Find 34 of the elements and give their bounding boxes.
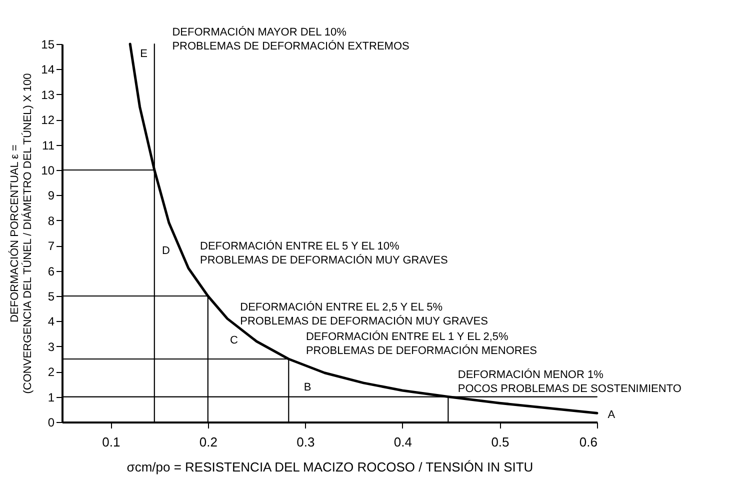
y-tick-label: 8 <box>48 214 55 228</box>
annotation: DEFORMACIÓN ENTRE EL 1 Y EL 2,5% PROBLEMAS DE DEFORMACIÓN MENORES <box>306 330 538 357</box>
x-tick-label: 0.3 <box>296 434 315 450</box>
annotation: DEFORMACIÓN MAYOR DEL 10% PROBLEMAS DE DEFORMACIÓN EXTREMOS <box>172 26 410 53</box>
y-tick-label: 4 <box>48 314 55 329</box>
y-axis-title: DEFORMACIÓN PORCENTUAL ε = (CONVERGENCIA DEL TÚNEL / DIÁMETRO DEL TÚNEL) X 100 <box>8 73 34 394</box>
text: A <box>608 408 616 421</box>
annotation: C <box>230 334 238 346</box>
y-tick-label: 7 <box>48 239 55 254</box>
x-tick-label: 0.1 <box>102 434 120 450</box>
y-tick-label: 2 <box>48 365 55 380</box>
y-tick-label: 13 <box>41 88 55 102</box>
x-axis-title: σcm/po = RESISTENCIA DEL MACIZO ROCOSO / TENSIÓN IN SITU <box>126 460 534 474</box>
y-tick-label: 15 <box>41 38 55 52</box>
y-tick-label: 1 <box>48 390 55 404</box>
y-tick-label: 5 <box>48 290 55 304</box>
x-tick-label: 0.5 <box>491 434 510 450</box>
annotation: D <box>162 245 170 258</box>
y-tick-label: 0 <box>48 416 55 430</box>
annotation: B <box>304 382 312 394</box>
x-tick-label: 0.4 <box>394 434 412 450</box>
annotation: E <box>140 48 148 60</box>
x-tick-label: 0.6 <box>579 434 598 450</box>
y-tick-label: 14 <box>41 62 55 77</box>
x-tick-label: 0.2 <box>199 434 218 450</box>
annotation: DEFORMACIÓN ENTRE EL 5 Y EL 10% PROBLEMAS DE DEFORMACIÓN MUY GRAVES <box>200 240 448 267</box>
y-tick-label: 3 <box>48 340 55 354</box>
y-tick-label: 9 <box>48 188 55 203</box>
y-tick-label: 11 <box>42 138 55 152</box>
annotation: DEFORMACIÓN ENTRE EL 2,5 Y EL 5% PROBLEMAS DE DEFORMACIÓN MUY GRAVES <box>240 300 488 328</box>
y-tick-label: 10 <box>41 164 55 178</box>
annotation: DEFORMACIÓN MENOR 1% POCOS PROBLEMAS DE SOSTENIMIENTO <box>458 368 682 395</box>
y-tick-label: 12 <box>41 113 55 128</box>
y-tick-label: 6 <box>48 264 55 278</box>
